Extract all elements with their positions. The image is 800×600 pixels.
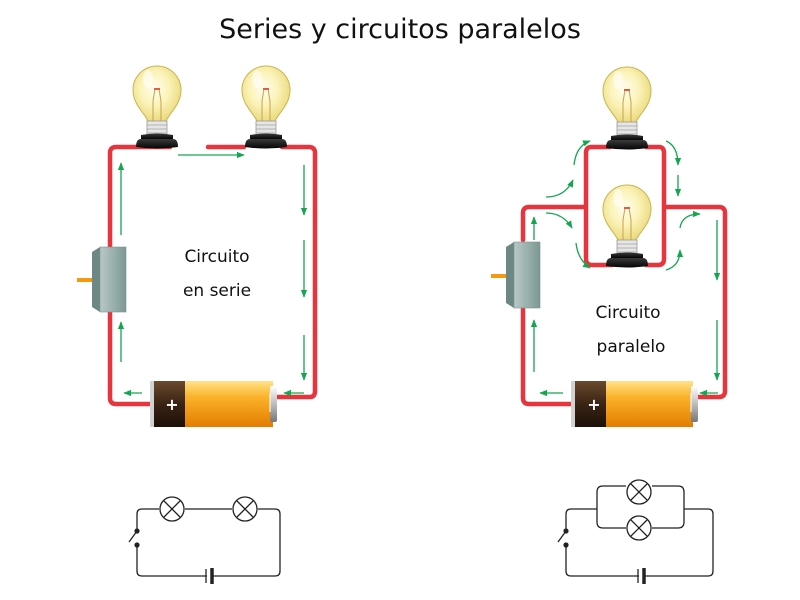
parallel-current-arrows bbox=[530, 140, 721, 397]
parallel-switch[interactable] bbox=[491, 241, 541, 309]
current-arrow-icon bbox=[665, 140, 682, 166]
series-switch[interactable] bbox=[77, 246, 127, 313]
series-bulb-1 bbox=[132, 65, 182, 150]
parallel-label-line2: paralelo bbox=[597, 337, 666, 357]
switch-icon bbox=[99, 246, 127, 313]
parallel-label-line1: Circuito bbox=[595, 303, 660, 323]
battery-icon bbox=[150, 381, 186, 427]
light-bulb-icon bbox=[602, 184, 652, 269]
parallel-bulb-top bbox=[602, 66, 652, 151]
switch-lever[interactable] bbox=[491, 274, 509, 278]
battery-plus-sign: + bbox=[587, 395, 600, 414]
lamp-symbol bbox=[626, 515, 652, 541]
battery-plus-sign: + bbox=[165, 395, 178, 414]
series-label-line2: en serie bbox=[183, 281, 251, 301]
series-current-arrows bbox=[117, 151, 308, 397]
series-schematic bbox=[128, 496, 281, 584]
parallel-battery: + bbox=[571, 381, 698, 427]
current-arrow-icon bbox=[665, 249, 684, 271]
light-bulb-icon bbox=[241, 65, 291, 150]
lamp-symbol bbox=[626, 479, 652, 505]
current-arrow-icon bbox=[545, 179, 574, 198]
series-battery: + bbox=[150, 381, 277, 427]
parallel-bulb-bottom bbox=[602, 184, 652, 269]
lamp-symbol bbox=[232, 496, 258, 522]
switch-icon bbox=[513, 241, 541, 309]
light-bulb-icon bbox=[602, 66, 652, 151]
battery-icon bbox=[571, 381, 607, 427]
current-arrow-icon bbox=[545, 212, 573, 229]
current-arrow-icon bbox=[575, 242, 591, 269]
current-arrow-icon bbox=[679, 210, 701, 229]
light-bulb-icon bbox=[132, 65, 182, 150]
lamp-symbol bbox=[159, 496, 185, 522]
page-title: Series y circuitos paralelos bbox=[219, 14, 581, 45]
current-arrow-icon bbox=[573, 140, 591, 166]
series-label-line1: Circuito bbox=[184, 247, 249, 267]
series-bulb-2 bbox=[241, 65, 291, 150]
switch-lever[interactable] bbox=[77, 278, 95, 282]
series-circuit: + Circuito en serie bbox=[77, 65, 318, 427]
parallel-schematic bbox=[557, 479, 714, 584]
parallel-wire bbox=[520, 144, 728, 407]
parallel-circuit: + Circuito paralelo bbox=[491, 66, 728, 427]
series-wire bbox=[107, 144, 318, 407]
